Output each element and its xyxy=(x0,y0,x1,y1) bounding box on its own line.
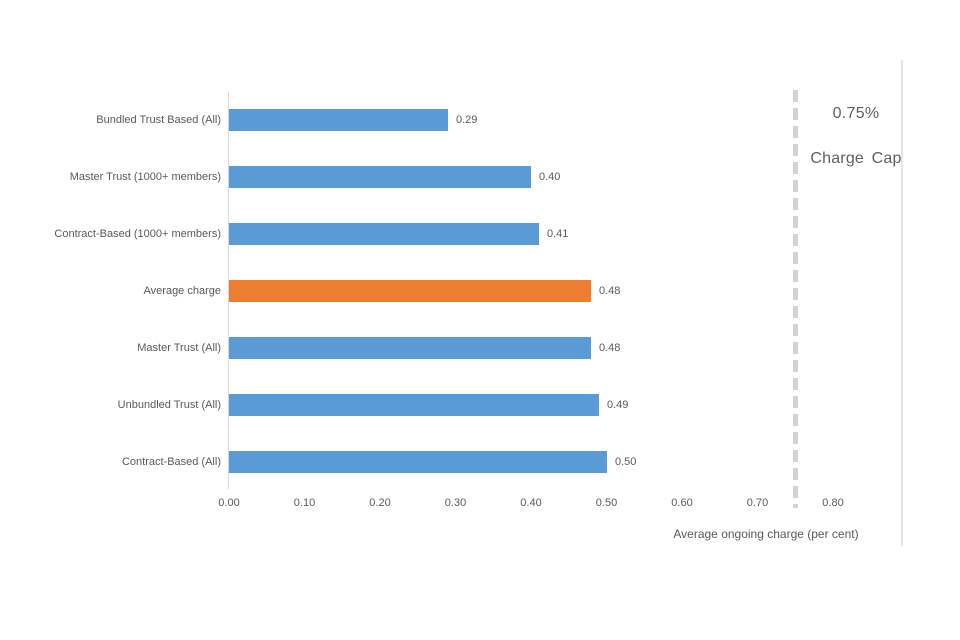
charge-cap-line xyxy=(792,90,798,508)
charge-cap-text-label: Charge Cap xyxy=(810,150,902,167)
bar xyxy=(229,394,599,416)
value-label: 0.48 xyxy=(599,285,621,297)
right-border-line xyxy=(901,60,903,546)
x-axis-label: Average ongoing charge (per cent) xyxy=(673,527,859,541)
value-label: 0.40 xyxy=(539,171,561,183)
value-label: 0.29 xyxy=(456,114,478,126)
value-label: 0.48 xyxy=(599,342,621,354)
value-label: 0.49 xyxy=(607,399,629,411)
x-tick-label: 0.00 xyxy=(218,497,240,509)
x-tick-label: 0.70 xyxy=(746,497,769,509)
charge-cap-value-label: 0.75% xyxy=(832,105,880,122)
bar xyxy=(229,166,531,188)
x-tick-label: 0.20 xyxy=(369,497,391,509)
x-tick-label: 0.30 xyxy=(444,497,467,509)
category-label: Contract-Based (All) xyxy=(121,456,221,468)
category-label: Contract-Based (1000+ members) xyxy=(54,228,221,240)
x-tick-label: 0.40 xyxy=(520,497,542,509)
bar-highlight xyxy=(229,280,591,302)
x-tick-label: 0.60 xyxy=(671,497,693,509)
category-label: Master Trust (All) xyxy=(137,342,221,354)
category-label: Bundled Trust Based (All) xyxy=(96,114,221,126)
x-tick-label: 0.10 xyxy=(293,497,316,509)
category-label: Master Trust (1000+ members) xyxy=(69,171,221,183)
y-axis-line xyxy=(228,92,229,489)
bar xyxy=(229,451,607,473)
x-tick-label: 0.80 xyxy=(822,497,844,509)
value-label: 0.41 xyxy=(547,228,569,240)
bar xyxy=(229,223,539,245)
bar xyxy=(229,109,448,131)
bar xyxy=(229,337,591,359)
category-label: Unbundled Trust (All) xyxy=(117,399,221,411)
value-label: 0.50 xyxy=(615,456,637,468)
category-label: Average charge xyxy=(143,285,221,297)
x-tick-label: 0.50 xyxy=(595,497,618,509)
